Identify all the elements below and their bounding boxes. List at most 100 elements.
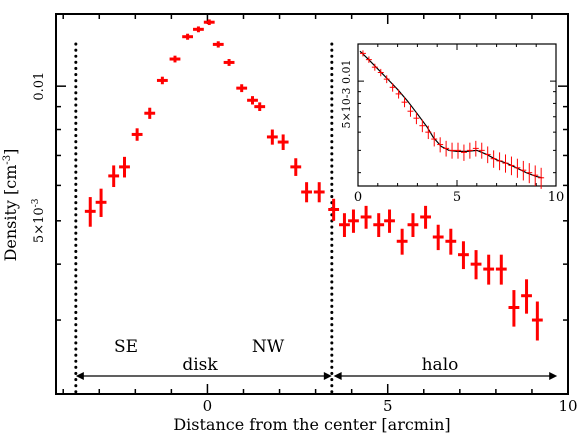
data-point bbox=[169, 55, 181, 63]
inset-data-point bbox=[532, 165, 539, 186]
data-point bbox=[384, 209, 395, 233]
inset-frame bbox=[357, 43, 557, 187]
inset-y-tick-label-001: 0.01 bbox=[340, 60, 353, 85]
inset-data-point bbox=[359, 50, 366, 57]
data-point bbox=[131, 128, 143, 141]
data-point bbox=[445, 228, 457, 255]
data-point bbox=[328, 198, 340, 221]
inset-data-point bbox=[431, 132, 438, 147]
inset-data-point bbox=[472, 140, 479, 157]
inset-x-tick-label-0: 0 bbox=[354, 190, 362, 205]
y-axis-label: Density [cm-3] bbox=[1, 149, 20, 262]
data-point bbox=[339, 213, 350, 238]
data-point bbox=[182, 33, 194, 40]
inset-data-point bbox=[443, 140, 450, 157]
inset-axis-ticks bbox=[357, 44, 557, 186]
inset-data-point bbox=[460, 144, 467, 161]
inset-data-point bbox=[401, 97, 408, 108]
y-tick-label-001: 0.01 bbox=[32, 72, 47, 101]
inset-data-point bbox=[425, 125, 432, 140]
data-points bbox=[84, 19, 543, 341]
y-tick-label-5e-3-exp: -3 bbox=[31, 198, 41, 207]
data-point bbox=[223, 59, 235, 66]
inset-y-tick-labels: 5×10-3 0.01 bbox=[340, 60, 353, 129]
data-point bbox=[108, 165, 120, 188]
arrow-head-left bbox=[75, 372, 84, 380]
inset-data-point bbox=[526, 163, 533, 184]
data-point bbox=[144, 107, 156, 119]
data-point bbox=[360, 205, 372, 229]
data-point bbox=[266, 129, 278, 145]
inset-data-point bbox=[383, 75, 390, 84]
inset-data-point bbox=[377, 68, 384, 77]
inset-data-point bbox=[365, 56, 372, 63]
data-point bbox=[348, 209, 359, 233]
inset-data-point bbox=[371, 63, 378, 71]
inset-x-tick-label-10: 10 bbox=[548, 190, 565, 205]
arrow-head-right bbox=[323, 372, 332, 380]
inset-data-point bbox=[419, 119, 426, 133]
x-tick-label-5: 5 bbox=[383, 397, 393, 415]
inset-data-points bbox=[359, 50, 545, 189]
x-tick-label-10: 10 bbox=[558, 397, 577, 415]
data-point bbox=[156, 76, 168, 85]
inset-data-point bbox=[490, 150, 497, 168]
data-point bbox=[521, 279, 532, 314]
plot-frame bbox=[55, 13, 569, 395]
data-point bbox=[495, 254, 507, 285]
inset-data-point bbox=[508, 156, 515, 176]
inset-data-point bbox=[478, 142, 485, 159]
y-tick-label-5e-3: 5×10-3 bbox=[31, 198, 47, 243]
data-point bbox=[277, 134, 289, 150]
data-point bbox=[420, 205, 431, 229]
inset-x-tick-label-5: 5 bbox=[453, 190, 461, 205]
y-tick-label-5e-3-base: 5×10 bbox=[32, 207, 47, 243]
data-point bbox=[531, 301, 543, 341]
data-point bbox=[254, 102, 266, 112]
data-point bbox=[95, 188, 107, 217]
data-point bbox=[301, 182, 312, 203]
data-point bbox=[483, 254, 495, 285]
inset-data-point bbox=[437, 137, 444, 153]
x-tick-label-0: 0 bbox=[203, 397, 213, 415]
annotation-nw: NW bbox=[252, 337, 285, 357]
data-point bbox=[508, 290, 520, 327]
annotation-se: SE bbox=[114, 337, 138, 357]
inset-data-point bbox=[502, 154, 509, 173]
inset-y-tick-label-5e-3: 5×10-3 bbox=[340, 88, 353, 129]
inset-data-point bbox=[449, 142, 456, 159]
inset-data-point bbox=[395, 89, 402, 99]
data-point bbox=[313, 182, 325, 203]
data-point bbox=[432, 224, 444, 251]
y-axis-label-sup: -3 bbox=[2, 155, 13, 165]
arrow-head-left bbox=[333, 372, 342, 380]
data-point bbox=[458, 241, 469, 270]
annotation-halo: halo bbox=[422, 355, 459, 375]
inset-data-point bbox=[484, 146, 491, 164]
data-point bbox=[84, 197, 96, 227]
inset-data-point bbox=[514, 158, 521, 178]
y-axis-ticks bbox=[56, 85, 568, 321]
region-arrows bbox=[75, 372, 558, 380]
inset-data-point bbox=[466, 142, 473, 159]
data-point bbox=[373, 213, 385, 238]
y-axis-label-main: Density [cm bbox=[1, 165, 20, 262]
arrow-head-right bbox=[549, 372, 558, 380]
inset-data-point bbox=[413, 112, 420, 125]
data-point bbox=[203, 19, 215, 26]
data-point bbox=[470, 250, 482, 280]
data-point bbox=[396, 228, 408, 255]
data-point bbox=[407, 213, 419, 238]
annotation-disk: disk bbox=[182, 355, 218, 375]
inset-data-point bbox=[520, 160, 527, 181]
inset-data-point bbox=[496, 152, 503, 171]
inset-data-point bbox=[455, 142, 461, 159]
data-point bbox=[236, 84, 248, 93]
data-point bbox=[212, 41, 224, 48]
inset-data-point bbox=[389, 83, 396, 92]
inset-data-point bbox=[538, 167, 545, 189]
y-axis-label-close: ] bbox=[1, 149, 20, 155]
data-point bbox=[119, 156, 130, 178]
data-point bbox=[290, 158, 302, 176]
